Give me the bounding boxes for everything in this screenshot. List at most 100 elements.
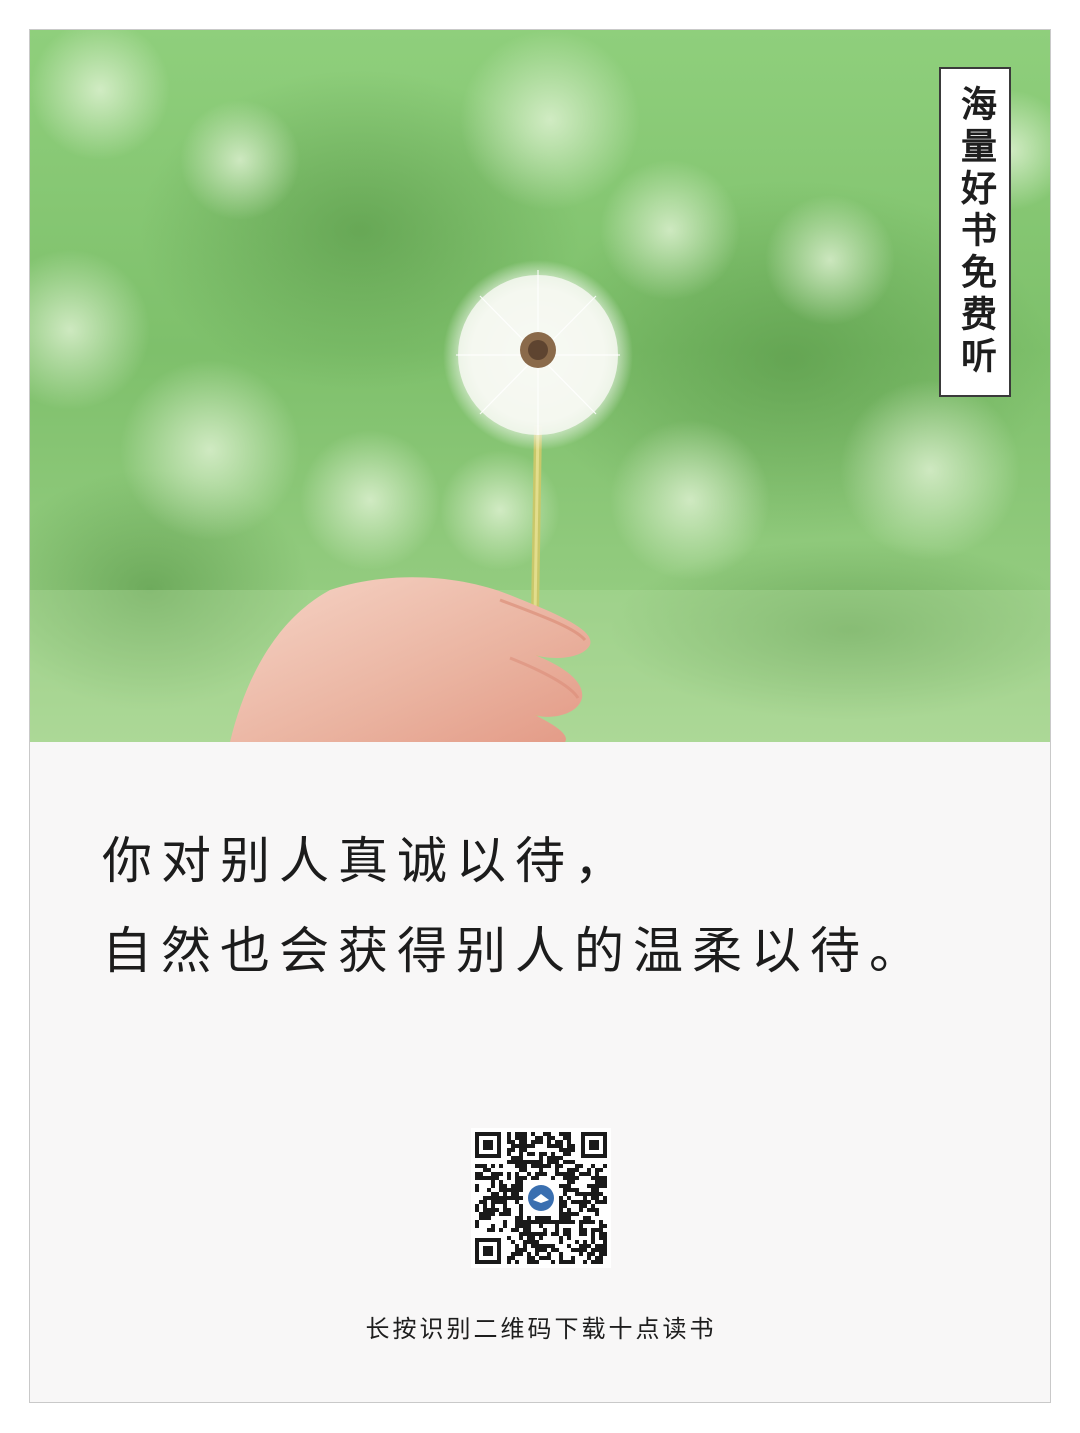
qr-module [571, 1168, 575, 1172]
qr-module [603, 1232, 607, 1236]
qr-module [547, 1244, 551, 1248]
qr-module [559, 1240, 563, 1244]
qr-module [571, 1200, 575, 1204]
qr-module [475, 1224, 479, 1228]
qr-module [559, 1164, 563, 1168]
qr-module [519, 1160, 523, 1164]
qr-module [515, 1188, 519, 1192]
qr-module [475, 1184, 479, 1188]
qr-code[interactable] [471, 1128, 611, 1268]
qr-module [503, 1188, 507, 1192]
qr-module [515, 1228, 519, 1232]
qr-module [487, 1168, 491, 1172]
qr-module [575, 1212, 579, 1216]
qr-module [531, 1260, 535, 1264]
qr-module [551, 1176, 555, 1180]
qr-module [535, 1220, 539, 1224]
qr-module [547, 1156, 551, 1160]
qr-module [475, 1188, 479, 1192]
free-listening-tag-label: 海量好书免费听 [955, 85, 996, 379]
qr-module [563, 1152, 567, 1156]
dandelion-photo [30, 30, 1050, 742]
qr-module [491, 1212, 495, 1216]
qr-module [599, 1184, 603, 1188]
qr-module [603, 1196, 607, 1200]
qr-module [583, 1204, 587, 1208]
qr-module [595, 1192, 599, 1196]
qr-module [599, 1224, 603, 1228]
qr-module [559, 1216, 563, 1220]
qr-module [523, 1248, 527, 1252]
qr-module [535, 1172, 539, 1176]
qr-module [491, 1228, 495, 1232]
qr-module [595, 1196, 599, 1200]
qr-module [559, 1132, 563, 1136]
qr-module [575, 1240, 579, 1244]
qr-module [551, 1152, 555, 1156]
qr-module [527, 1232, 531, 1236]
qr-module [599, 1180, 603, 1184]
qr-module [531, 1160, 535, 1164]
qr-module [515, 1260, 519, 1264]
qr-module [479, 1176, 483, 1180]
qr-module [555, 1160, 559, 1164]
qr-module [591, 1188, 595, 1192]
qr-module [547, 1160, 551, 1164]
qr-module [515, 1132, 519, 1136]
qr-module [527, 1240, 531, 1244]
qr-module [571, 1172, 575, 1176]
qr-module [575, 1200, 579, 1204]
qr-module [595, 1248, 599, 1252]
qr-module [567, 1236, 571, 1240]
qr-module [523, 1148, 527, 1152]
qr-module [555, 1232, 559, 1236]
qr-module [479, 1200, 483, 1204]
qr-module [559, 1184, 563, 1188]
qr-module [515, 1192, 519, 1196]
qr-module [563, 1228, 567, 1232]
qr-module [499, 1172, 503, 1176]
qr-module [535, 1176, 539, 1180]
qr-module [539, 1244, 543, 1248]
qr-module [539, 1168, 543, 1172]
qr-module [519, 1252, 523, 1256]
qr-caption: 长按识别二维码下载十点读书 [365, 1315, 717, 1343]
qr-module [543, 1232, 547, 1236]
qr-module [567, 1208, 571, 1212]
qr-module [591, 1196, 595, 1200]
qr-module [491, 1172, 495, 1176]
qr-module [603, 1248, 607, 1252]
qr-module [507, 1172, 511, 1176]
qr-module [519, 1176, 523, 1180]
qr-module [483, 1164, 487, 1168]
qr-module [591, 1184, 595, 1188]
qr-module [531, 1144, 535, 1148]
qr-module [571, 1212, 575, 1216]
qr-module [519, 1216, 523, 1220]
qr-module [591, 1260, 595, 1264]
free-listening-tag: 海量好书免费听 [939, 67, 1011, 397]
qr-module [543, 1152, 547, 1156]
qr-module [511, 1252, 515, 1256]
qr-module [567, 1184, 571, 1188]
qr-module [507, 1196, 511, 1200]
qr-module [527, 1220, 531, 1224]
qr-module [547, 1132, 551, 1136]
qr-module [503, 1212, 507, 1216]
qr-module [475, 1176, 479, 1180]
qr-module [551, 1260, 555, 1264]
qr-module [507, 1212, 511, 1216]
qr-module [591, 1220, 595, 1224]
qr-module [551, 1244, 555, 1248]
qr-module [523, 1240, 527, 1244]
qr-module [511, 1148, 515, 1152]
qr-module [503, 1184, 507, 1188]
qr-module [567, 1180, 571, 1184]
qr-module [567, 1176, 571, 1180]
qr-module [491, 1208, 495, 1212]
qr-module [559, 1144, 563, 1148]
qr-module [599, 1220, 603, 1224]
qr-module [563, 1260, 567, 1264]
qr-module [503, 1204, 507, 1208]
qr-module [483, 1204, 487, 1208]
